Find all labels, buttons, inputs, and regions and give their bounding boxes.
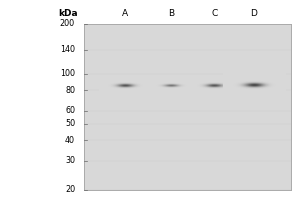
Text: 200: 200 [60,20,75,28]
Text: A: A [122,9,128,18]
Text: 60: 60 [65,106,75,115]
Text: 30: 30 [65,156,75,165]
Text: kDa: kDa [58,9,78,18]
Text: 100: 100 [60,69,75,78]
Text: 40: 40 [65,136,75,145]
Text: C: C [211,9,218,18]
Text: B: B [168,9,174,18]
Text: 20: 20 [65,186,75,194]
Text: 50: 50 [65,119,75,128]
Text: 80: 80 [65,86,75,95]
Text: 140: 140 [60,45,75,54]
Text: D: D [250,9,257,18]
